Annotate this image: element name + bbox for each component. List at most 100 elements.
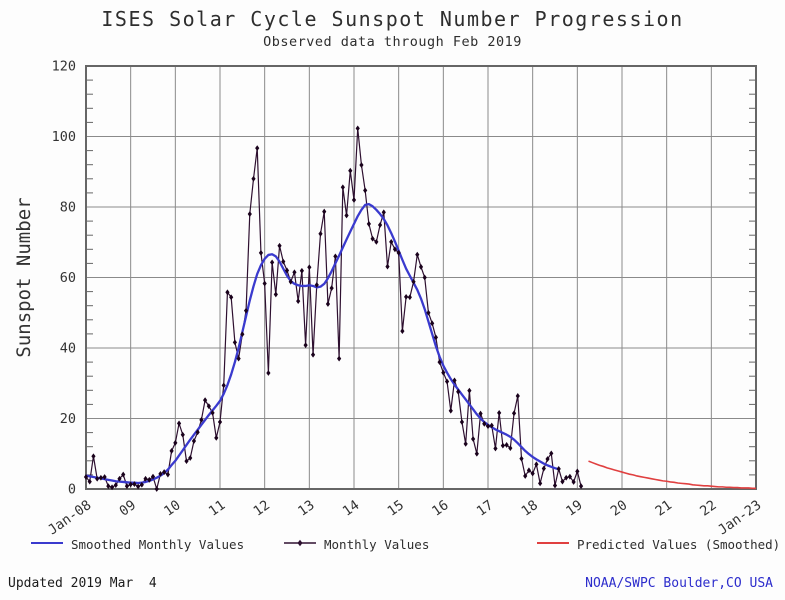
monthly-value-marker bbox=[143, 475, 148, 482]
monthly-value-marker bbox=[363, 187, 368, 194]
monthly-value-marker bbox=[463, 440, 468, 447]
monthly-value-marker bbox=[508, 445, 513, 452]
monthly-value-marker bbox=[102, 474, 107, 480]
monthly-value-marker bbox=[538, 480, 543, 487]
monthly-value-marker bbox=[322, 208, 327, 215]
monthly-value-marker bbox=[329, 285, 334, 291]
monthly-value-marker bbox=[500, 442, 505, 449]
y-axis-tick-label: 60 bbox=[60, 270, 76, 286]
predicted-values-line bbox=[588, 460, 756, 490]
monthly-value-marker bbox=[292, 269, 297, 276]
monthly-value-marker bbox=[448, 407, 453, 414]
chart-subtitle: Observed data through Feb 2019 bbox=[263, 34, 522, 50]
monthly-value-marker bbox=[478, 410, 483, 417]
monthly-value-marker bbox=[456, 388, 461, 395]
monthly-value-marker bbox=[564, 474, 569, 481]
monthly-value-marker bbox=[232, 339, 237, 346]
monthly-value-marker bbox=[132, 481, 137, 487]
x-axis-tick-label: 13 bbox=[295, 497, 318, 519]
x-axis-tick-label: Jan-23 bbox=[715, 497, 764, 535]
monthly-value-marker bbox=[121, 471, 126, 478]
monthly-value-marker bbox=[109, 484, 115, 491]
y-axis-tick-label: 80 bbox=[60, 200, 76, 216]
x-axis-tick-label: 16 bbox=[429, 497, 452, 519]
monthly-value-marker bbox=[467, 387, 472, 394]
monthly-value-marker bbox=[389, 238, 394, 245]
monthly-value-marker bbox=[433, 334, 438, 341]
monthly-value-marker bbox=[255, 145, 260, 152]
monthly-value-marker bbox=[571, 479, 576, 485]
updated-timestamp: Updated 2019 Mar 4 bbox=[8, 576, 157, 591]
monthly-value-marker bbox=[299, 267, 304, 274]
monthly-value-marker bbox=[489, 422, 494, 429]
monthly-value-marker bbox=[404, 293, 409, 300]
monthly-value-marker bbox=[277, 242, 282, 249]
monthly-value-marker bbox=[288, 278, 293, 285]
monthly-value-marker bbox=[418, 264, 424, 270]
monthly-value-marker bbox=[147, 476, 152, 483]
monthly-value-marker bbox=[281, 258, 286, 265]
monthly-value-marker bbox=[236, 355, 241, 362]
monthly-value-marker bbox=[549, 450, 554, 457]
monthly-value-marker bbox=[191, 438, 197, 444]
x-axis-tick-label: 09 bbox=[116, 497, 139, 519]
monthly-value-marker bbox=[344, 212, 349, 219]
monthly-value-marker bbox=[567, 473, 572, 480]
monthly-value-marker bbox=[240, 331, 245, 338]
monthly-value-marker bbox=[165, 471, 170, 478]
monthly-value-marker bbox=[139, 481, 144, 488]
monthly-value-marker bbox=[243, 307, 249, 314]
monthly-value-marker bbox=[158, 470, 163, 477]
legend-label-predicted: Predicted Values (Smoothed) bbox=[577, 537, 781, 552]
smoothed-line-swatch-icon bbox=[30, 537, 64, 552]
x-axis-tick-label: 10 bbox=[161, 497, 184, 519]
monthly-value-marker bbox=[303, 342, 308, 349]
monthly-value-marker bbox=[113, 482, 118, 489]
monthly-value-marker bbox=[355, 125, 360, 132]
monthly-value-marker bbox=[337, 355, 342, 362]
monthly-value-marker bbox=[318, 230, 323, 237]
monthly-value-marker bbox=[459, 419, 465, 425]
monthly-value-marker bbox=[444, 378, 450, 385]
monthly-value-marker bbox=[180, 431, 185, 438]
monthly-value-marker bbox=[340, 184, 345, 191]
monthly-value-marker bbox=[136, 483, 141, 490]
monthly-value-marker bbox=[370, 235, 375, 242]
monthly-value-marker bbox=[173, 439, 178, 446]
monthly-value-marker bbox=[91, 453, 96, 460]
monthly-value-marker bbox=[497, 409, 502, 416]
chart-title: ISES Solar Cycle Sunspot Number Progress… bbox=[101, 7, 684, 31]
monthly-value-marker bbox=[87, 478, 92, 485]
monthly-value-marker bbox=[552, 482, 558, 489]
legend-label-monthly: Monthly Values bbox=[324, 537, 430, 552]
monthly-value-marker bbox=[348, 167, 353, 174]
monthly-value-marker bbox=[262, 280, 267, 287]
monthly-value-marker bbox=[377, 222, 383, 228]
monthly-value-marker bbox=[199, 417, 204, 423]
monthly-value-marker bbox=[526, 467, 532, 474]
monthly-value-marker bbox=[221, 382, 226, 389]
monthly-value-marker bbox=[485, 423, 491, 430]
monthly-value-marker bbox=[217, 419, 223, 425]
monthly-value-marker bbox=[247, 211, 252, 217]
monthly-value-marker bbox=[83, 474, 89, 480]
x-axis-tick-label: 20 bbox=[608, 497, 631, 519]
monthly-value-marker bbox=[392, 246, 398, 253]
monthly-value-marker bbox=[359, 162, 364, 168]
monthly-value-marker bbox=[210, 409, 215, 416]
monthly-value-marker bbox=[251, 175, 256, 182]
y-axis-tick-label: 40 bbox=[60, 341, 76, 357]
monthly-value-marker bbox=[310, 351, 316, 358]
monthly-value-marker bbox=[400, 328, 405, 334]
monthly-value-marker bbox=[415, 251, 420, 258]
monthly-value-marker bbox=[541, 465, 546, 472]
monthly-value-marker bbox=[124, 483, 130, 490]
y-axis-tick-label: 0 bbox=[68, 482, 76, 498]
monthly-value-marker bbox=[203, 397, 208, 404]
monthly-value-marker bbox=[162, 469, 167, 475]
monthly-value-marker bbox=[407, 294, 412, 301]
x-axis-tick-label: 22 bbox=[697, 497, 720, 519]
monthly-value-marker bbox=[426, 309, 431, 316]
y-axis-title: Sunspot Number bbox=[13, 197, 35, 357]
monthly-value-marker bbox=[98, 474, 103, 481]
